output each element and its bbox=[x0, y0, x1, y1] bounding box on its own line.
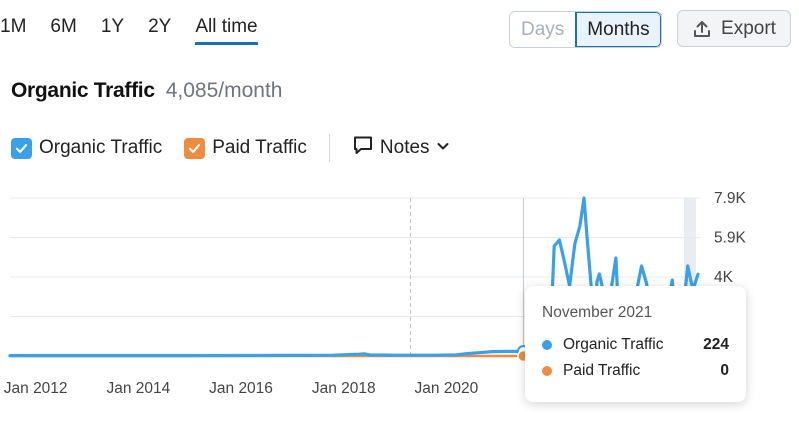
export-label: Export bbox=[721, 17, 776, 39]
paid-dot-icon bbox=[542, 366, 552, 376]
x-tick-label: Jan 2016 bbox=[209, 380, 273, 397]
chart-legend: Organic Traffic Paid Traffic Notes bbox=[11, 134, 450, 162]
chart-tooltip: November 2021 Organic Traffic 224 Paid T… bbox=[525, 286, 746, 402]
tooltip-date: November 2021 bbox=[542, 304, 653, 321]
chevron-down-icon bbox=[436, 137, 450, 159]
checkbox-checked-icon[interactable] bbox=[184, 137, 206, 159]
legend-organic-label: Organic Traffic bbox=[39, 137, 163, 158]
page-title: Organic Traffic bbox=[11, 79, 155, 102]
x-tick-label: Jan 2014 bbox=[106, 380, 170, 397]
tooltip-organic-label: Organic Traffic bbox=[563, 336, 664, 353]
tooltip-row-organic: Organic Traffic 224 bbox=[542, 336, 729, 354]
tooltip-paid-label: Paid Traffic bbox=[563, 362, 641, 379]
time-range-tabs: 1M 6M 1Y 2Y All time bbox=[0, 14, 282, 45]
days-button[interactable]: Days bbox=[510, 12, 576, 47]
tab-all-time[interactable]: All time bbox=[195, 14, 258, 45]
x-tick-label: Jan 2018 bbox=[312, 380, 376, 397]
metric-value: 4,085/month bbox=[165, 79, 283, 102]
tab-6m[interactable]: 6M bbox=[50, 16, 77, 37]
organic-dot-icon bbox=[542, 340, 552, 350]
metric-header: Organic Traffic 4,085/month bbox=[11, 79, 282, 103]
tab-1y[interactable]: 1Y bbox=[100, 16, 125, 37]
legend-paid-label: Paid Traffic bbox=[212, 137, 307, 158]
granularity-toggle: Days Months bbox=[509, 11, 662, 48]
upload-icon bbox=[692, 19, 712, 39]
tooltip-paid-value: 0 bbox=[720, 362, 729, 379]
checkbox-checked-icon[interactable] bbox=[11, 137, 32, 159]
export-button[interactable]: Export bbox=[677, 10, 791, 47]
tab-1m[interactable]: 1M bbox=[0, 16, 27, 37]
comment-icon bbox=[352, 134, 374, 162]
notes-label: Notes bbox=[379, 137, 430, 158]
y-tick-label: 4K bbox=[714, 269, 734, 286]
months-button[interactable]: Months bbox=[575, 12, 661, 47]
legend-paid-toggle[interactable]: Paid Traffic bbox=[184, 137, 307, 159]
x-tick-label: Jan 2012 bbox=[4, 380, 68, 397]
x-tick-label: Jan 2020 bbox=[415, 380, 479, 397]
y-tick-label: 5.9K bbox=[714, 230, 747, 247]
y-tick-label: 7.9K bbox=[714, 190, 747, 207]
legend-organic-toggle[interactable]: Organic Traffic bbox=[11, 137, 162, 159]
tab-2y[interactable]: 2Y bbox=[148, 16, 172, 37]
notes-dropdown[interactable]: Notes bbox=[352, 134, 450, 162]
tooltip-row-paid: Paid Traffic 0 bbox=[542, 362, 729, 380]
legend-divider bbox=[328, 134, 330, 162]
tooltip-organic-value: 224 bbox=[703, 336, 729, 353]
